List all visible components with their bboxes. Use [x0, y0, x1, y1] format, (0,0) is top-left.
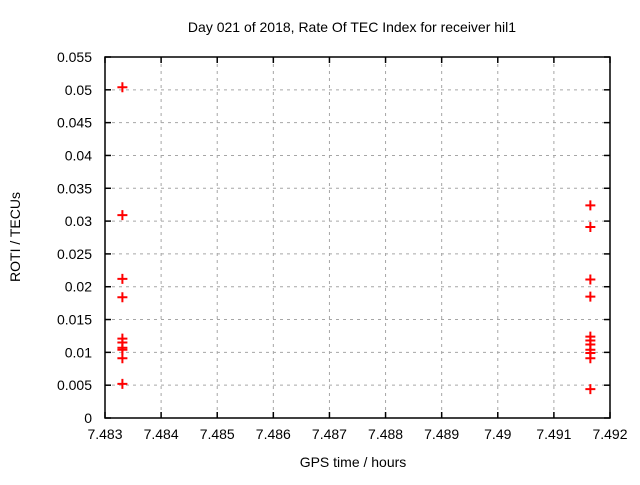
y-tick-label: 0.01: [65, 344, 92, 360]
x-tick-label: 7.486: [256, 426, 291, 442]
data-point-marker: [117, 292, 128, 303]
data-points: [117, 82, 596, 395]
y-tick-label: 0.04: [65, 147, 92, 163]
data-point-marker: [585, 353, 596, 364]
data-point-marker: [117, 344, 128, 355]
y-tick-label: 0.025: [57, 246, 92, 262]
y-tick-label: 0.045: [57, 115, 92, 131]
plot-border: [104, 56, 611, 419]
data-point-marker: [585, 384, 596, 395]
y-tick-label: 0.015: [57, 312, 92, 328]
x-tick-label: 7.483: [87, 426, 122, 442]
y-tick-label: 0.005: [57, 377, 92, 393]
y-tick-label: 0.03: [65, 213, 92, 229]
y-tick-label: 0.035: [57, 180, 92, 196]
data-point-marker: [585, 291, 596, 302]
chart-title: Day 021 of 2018, Rate Of TEC Index for r…: [188, 19, 516, 35]
y-tick-label: 0.055: [57, 49, 92, 65]
y-axis-label: ROTI / TECUs: [7, 192, 23, 282]
x-tick-label: 7.487: [312, 426, 347, 442]
x-tick-label: 7.49: [484, 426, 511, 442]
data-point-marker: [117, 273, 128, 284]
x-tick-label: 7.492: [592, 426, 627, 442]
data-point-marker: [117, 210, 128, 221]
y-tick-label: 0.02: [65, 279, 92, 295]
data-point-marker: [585, 274, 596, 285]
data-point-marker: [585, 221, 596, 232]
x-tick-label: 7.488: [368, 426, 403, 442]
tick-labels: 7.483 7.484 7.485 7.486 7.487 7.488 7.489 7.49 7…: [57, 49, 628, 442]
y-tick-label: 0: [84, 410, 92, 426]
x-tick-label: 7.491: [536, 426, 571, 442]
data-point-marker: [117, 378, 128, 389]
x-axis-label: GPS time / hours: [300, 454, 407, 470]
data-point-marker: [117, 82, 128, 93]
x-tick-label: 7.489: [424, 426, 459, 442]
x-tick-label: 7.485: [200, 426, 235, 442]
data-point-marker: [117, 353, 128, 364]
y-tick-label: 0.05: [65, 82, 92, 98]
x-tick-label: 7.484: [144, 426, 179, 442]
data-point-marker: [585, 200, 596, 211]
